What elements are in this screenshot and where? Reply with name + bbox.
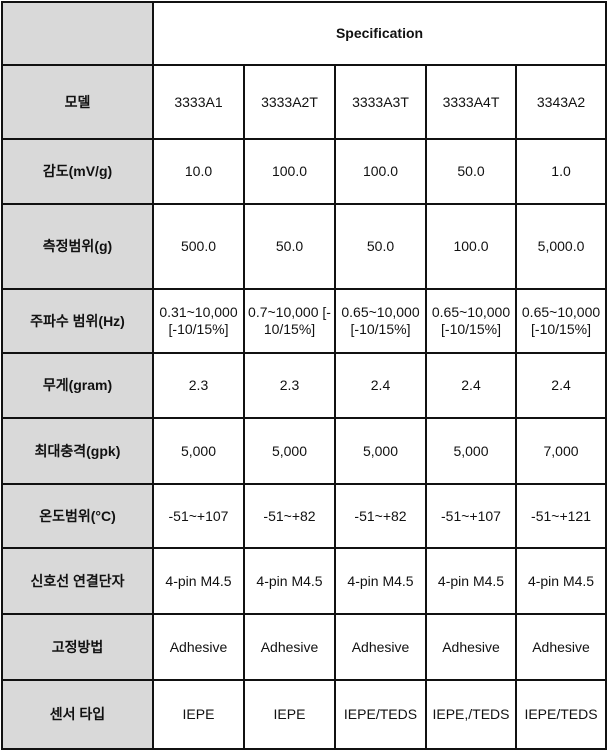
table-cell: 50.0 (425, 138, 517, 205)
table-cell: 5,000 (243, 417, 336, 485)
table-cell: 0.65~10,000 [-10/15%] (514, 288, 608, 354)
table-cell: 2.4 (514, 352, 608, 419)
table-cell: 5,000 (334, 417, 427, 485)
table-row: 고정방법 Adhesive Adhesive Adhesive Adhesive Adhe… (1, 613, 608, 681)
table-row: 무게(gram) 2.3 2.3 2.4 2.4 2.4 (1, 352, 608, 419)
table-cell: 5,000.0 (514, 203, 608, 290)
table-cell: IEPE (152, 679, 245, 750)
row-label: 감도(mV/g) (1, 138, 154, 205)
row-label: 최대충격(gpk) (1, 417, 154, 485)
table-cell: 5,000 (425, 417, 517, 485)
table-cell: Adhesive (425, 613, 517, 681)
table-cell: 2.4 (425, 352, 517, 419)
table-row: 감도(mV/g) 10.0 100.0 100.0 50.0 1.0 (1, 138, 608, 205)
table-row: 신호선 연결단자 4-pin M4.5 4-pin M4.5 4-pin M4.5 4-… (1, 547, 608, 615)
table-cell: 3333A4T (425, 64, 517, 140)
table-cell: -51~+107 (425, 483, 517, 549)
table-cell: 3333A1 (152, 64, 245, 140)
table-cell: 3343A2 (514, 64, 608, 140)
table-cell: -51~+82 (243, 483, 336, 549)
table-cell: 0.31~10,000 [-10/15%] (152, 288, 245, 354)
row-label: 무게(gram) (1, 352, 154, 419)
table-cell: 7,000 (514, 417, 608, 485)
table-cell: 4-pin M4.5 (425, 547, 517, 615)
row-label: 주파수 범위(Hz) (1, 288, 154, 354)
table-cell: 4-pin M4.5 (334, 547, 427, 615)
table-row: 온도범위(°C) -51~+107 -51~+82 -51~+82 -51~+107 -5… (1, 483, 608, 549)
row-label: 고정방법 (1, 613, 154, 681)
table-cell: Adhesive (243, 613, 336, 681)
table-cell: 100.0 (334, 138, 427, 205)
table-cell: -51~+121 (514, 483, 608, 549)
table-cell: 3333A3T (334, 64, 427, 140)
table-cell: 4-pin M4.5 (514, 547, 608, 615)
table-row: 센서 타입 IEPE IEPE IEPE/TEDS IEPE,/TEDS IEPE/TED… (1, 679, 608, 750)
table-cell: 2.3 (152, 352, 245, 419)
row-label: 신호선 연결단자 (1, 547, 154, 615)
table-cell: 100.0 (243, 138, 336, 205)
table-cell: 0.7~10,000 [- 10/15%] (243, 288, 336, 354)
table-cell: 4-pin M4.5 (243, 547, 336, 615)
table-cell: IEPE,/TEDS (425, 679, 517, 750)
row-label: 측정범위(g) (1, 203, 154, 290)
table-row: 측정범위(g) 500.0 50.0 50.0 100.0 5,000.0 (1, 203, 608, 290)
table-cell: 0.65~10,000 [-10/15%] (425, 288, 517, 354)
row-label: 모델 (1, 64, 154, 140)
row-label: 온도범위(°C) (1, 483, 154, 549)
table-cell: Adhesive (514, 613, 608, 681)
table-cell: 50.0 (334, 203, 427, 290)
table-cell: 500.0 (152, 203, 245, 290)
table-cell: 5,000 (152, 417, 245, 485)
table-cell: -51~+107 (152, 483, 245, 549)
table-cell: 1.0 (514, 138, 608, 205)
row-label: 센서 타입 (1, 679, 154, 750)
table-cell: 3333A2T (243, 64, 336, 140)
table-cell: 0.65~10,000 [-10/15%] (334, 288, 427, 354)
table-row: 모델 3333A1 3333A2T 3333A3T 3333A4T 3343A2 (1, 64, 608, 140)
table-cell: 10.0 (152, 138, 245, 205)
table-row: 최대충격(gpk) 5,000 5,000 5,000 5,000 7,000 (1, 417, 608, 485)
header-row: Specification (1, 1, 608, 66)
table-cell: IEPE/TEDS (334, 679, 427, 750)
table-cell: Adhesive (152, 613, 245, 681)
spec-header: Specification (151, 1, 608, 66)
table-cell: Adhesive (334, 613, 427, 681)
table-cell: IEPE/TEDS (514, 679, 608, 750)
table-cell: 50.0 (243, 203, 336, 290)
table-cell: IEPE (243, 679, 336, 750)
table-cell: 2.3 (243, 352, 336, 419)
table-cell: -51~+82 (334, 483, 427, 549)
table-cell: 4-pin M4.5 (152, 547, 245, 615)
table-cell: 2.4 (334, 352, 427, 419)
table-cell: 100.0 (425, 203, 517, 290)
table-row: 주파수 범위(Hz) 0.31~10,000 [-10/15%] 0.7~10,00… (1, 288, 608, 354)
corner-cell (1, 1, 154, 66)
